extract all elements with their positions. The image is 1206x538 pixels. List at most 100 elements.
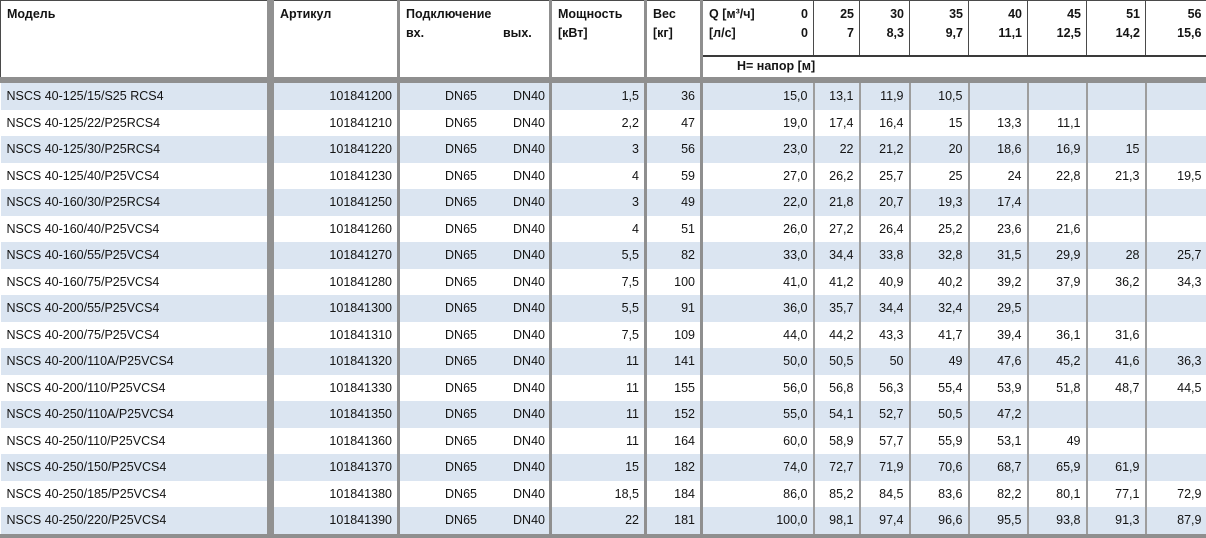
head-cell-35: 32,8 [910,242,969,269]
head-cell-30: 56,3 [860,375,910,402]
power-cell: 22 [551,507,646,534]
head-cell-40: 39,4 [969,322,1028,349]
head-cell-30: 84,5 [860,481,910,508]
head-cell-45: 49 [1028,428,1087,455]
table-row: NSCS 40-160/55/P25VCS4 101841270 DN65 DN… [1,242,1206,269]
col-header-flow-q0: Q [м³/ч] 0 [л/с] 0 [702,1,814,57]
weight-cell: 152 [646,401,702,428]
head-cell-25: 22 [814,136,860,163]
weight-cell: 49 [646,189,702,216]
head-cell-35: 70,6 [910,454,969,481]
head-cell-25: 56,8 [814,375,860,402]
flow-m3h-value: 45 [1028,5,1086,24]
head-cell-56 [1146,322,1206,349]
table-row: NSCS 40-125/15/S25 RCS4 101841200 DN65 D… [1,80,1206,110]
col-header-flow-30: 30 8,3 [860,1,910,57]
weight-cell: 56 [646,136,702,163]
power-cell: 11 [551,375,646,402]
inlet-value: DN65 [400,248,477,262]
table-row: NSCS 40-250/185/P25VCS4 101841380 DN65 D… [1,481,1206,508]
head-cell-35: 25 [910,163,969,190]
weight-cell: 155 [646,375,702,402]
head-cell-q0: 100,0 [702,507,814,534]
inlet-value: DN65 [400,328,477,342]
head-band-header: Н= напор [м] [702,56,1206,80]
head-cell-40: 31,5 [969,242,1028,269]
articul-cell: 101841370 [271,454,399,481]
table-body: NSCS 40-125/15/S25 RCS4 101841200 DN65 D… [1,80,1206,534]
head-cell-45: 65,9 [1028,454,1087,481]
col-header-model: Модель [1,1,271,81]
head-cell-25: 27,2 [814,216,860,243]
model-cell: NSCS 40-200/75/P25VCS4 [1,322,271,349]
connection-cell: DN65 DN40 [399,163,551,190]
col-header-weight-unit: [кг] [647,24,700,43]
head-cell-35: 96,6 [910,507,969,534]
head-cell-45: 16,9 [1028,136,1087,163]
head-cell-25: 98,1 [814,507,860,534]
model-cell: NSCS 40-250/110A/P25VCS4 [1,401,271,428]
head-cell-35: 40,2 [910,269,969,296]
head-cell-40: 13,3 [969,110,1028,137]
head-cell-45 [1028,80,1087,110]
head-cell-q0: 41,0 [702,269,814,296]
model-cell: NSCS 40-125/40/P25VCS4 [1,163,271,190]
flow-unit-m3h-label: Q [м³/ч] [703,5,768,24]
flow-m3h-value: 56 [1146,5,1206,24]
head-cell-51: 61,9 [1087,454,1146,481]
model-cell: NSCS 40-200/55/P25VCS4 [1,295,271,322]
inlet-value: DN65 [400,116,477,130]
connection-cell: DN65 DN40 [399,295,551,322]
power-cell: 7,5 [551,322,646,349]
model-cell: NSCS 40-250/185/P25VCS4 [1,481,271,508]
head-cell-56: 25,7 [1146,242,1206,269]
head-cell-q0: 36,0 [702,295,814,322]
model-cell: NSCS 40-125/15/S25 RCS4 [1,80,271,110]
flow-ls-value: 15,6 [1146,24,1206,43]
flow-m3h-value: 30 [860,5,909,24]
connection-cell: DN65 DN40 [399,454,551,481]
head-cell-45: 51,8 [1028,375,1087,402]
col-header-flow-51: 51 14,2 [1087,1,1146,57]
inlet-value: DN65 [400,275,477,289]
flow-m3h-value: 35 [910,5,968,24]
head-cell-30: 50 [860,348,910,375]
head-cell-25: 72,7 [814,454,860,481]
head-cell-40: 39,2 [969,269,1028,296]
table-row: NSCS 40-200/110A/P25VCS4 101841320 DN65 … [1,348,1206,375]
col-header-connection-label: Подключение [400,5,549,24]
head-cell-56: 34,3 [1146,269,1206,296]
inlet-value: DN65 [400,513,477,527]
head-cell-40: 95,5 [969,507,1028,534]
model-cell: NSCS 40-125/30/P25RCS4 [1,136,271,163]
model-cell: NSCS 40-200/110A/P25VCS4 [1,348,271,375]
head-cell-45: 29,9 [1028,242,1087,269]
col-header-flow-40: 40 11,1 [969,1,1028,57]
table-row: NSCS 40-200/75/P25VCS4 101841310 DN65 DN… [1,322,1206,349]
power-cell: 5,5 [551,242,646,269]
table-bottom-border [0,534,1206,538]
head-cell-51: 15 [1087,136,1146,163]
head-cell-30: 21,2 [860,136,910,163]
connection-cell: DN65 DN40 [399,189,551,216]
inlet-value: DN65 [400,142,477,156]
outlet-value: DN40 [477,142,549,156]
connection-cell: DN65 DN40 [399,481,551,508]
head-cell-56: 36,3 [1146,348,1206,375]
head-cell-40: 47,2 [969,401,1028,428]
connection-cell: DN65 DN40 [399,375,551,402]
model-cell: NSCS 40-250/220/P25VCS4 [1,507,271,534]
head-cell-56: 19,5 [1146,163,1206,190]
articul-cell: 101841270 [271,242,399,269]
table-row: NSCS 40-160/75/P25VCS4 101841280 DN65 DN… [1,269,1206,296]
head-cell-q0: 56,0 [702,375,814,402]
articul-cell: 101841200 [271,80,399,110]
table-header: Модель Артикул Подключение вх. вых. Мощн… [1,1,1206,81]
head-cell-56 [1146,295,1206,322]
connection-cell: DN65 DN40 [399,216,551,243]
power-cell: 1,5 [551,80,646,110]
articul-cell: 101841250 [271,189,399,216]
articul-cell: 101841350 [271,401,399,428]
head-cell-35: 19,3 [910,189,969,216]
articul-cell: 101841380 [271,481,399,508]
